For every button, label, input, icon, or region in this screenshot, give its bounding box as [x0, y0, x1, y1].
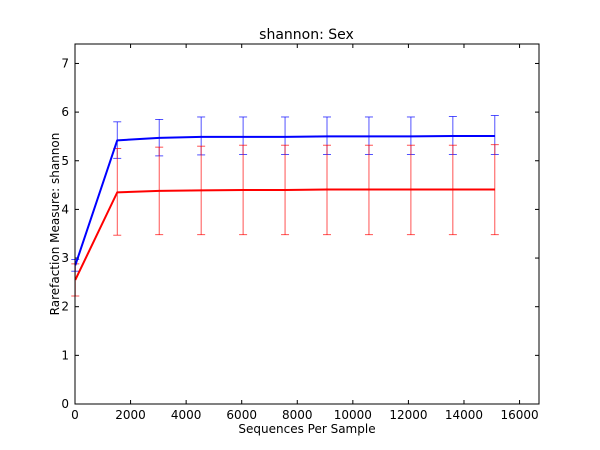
x-tick-label: 0	[71, 408, 79, 422]
plot-frame	[74, 43, 540, 405]
x-tick-label: 14000	[445, 408, 483, 422]
chart-title: shannon: Sex	[259, 27, 354, 43]
x-tick-label: 4000	[171, 408, 202, 422]
y-tick-label: 7	[61, 56, 69, 70]
y-tick-label: 0	[61, 397, 69, 411]
y-axis-label: Rarefaction Measure: shannon	[48, 133, 62, 316]
y-tick-label: 3	[61, 251, 69, 265]
x-tick-label: 8000	[282, 408, 313, 422]
series-line-2	[74, 188, 495, 281]
series-line-1	[74, 134, 495, 266]
y-tick-label: 1	[61, 348, 69, 362]
y-tick-label: 5	[61, 154, 69, 168]
x-tick-label: 12000	[389, 408, 427, 422]
y-tick-label: 4	[61, 202, 69, 216]
y-tick-label: 6	[61, 105, 69, 119]
x-tick-label: 16000	[500, 408, 538, 422]
x-tick-label: 2000	[115, 408, 146, 422]
x-tick-label: 6000	[226, 408, 257, 422]
plot-layer: 0 2000 4000 6000 8000 10000 12000 14000 16000 0 1 2…	[61, 44, 539, 422]
x-tick-label: 10000	[334, 408, 372, 422]
y-tick-label: 2	[61, 300, 69, 314]
x-axis-label: Sequences Per Sample	[238, 422, 375, 436]
